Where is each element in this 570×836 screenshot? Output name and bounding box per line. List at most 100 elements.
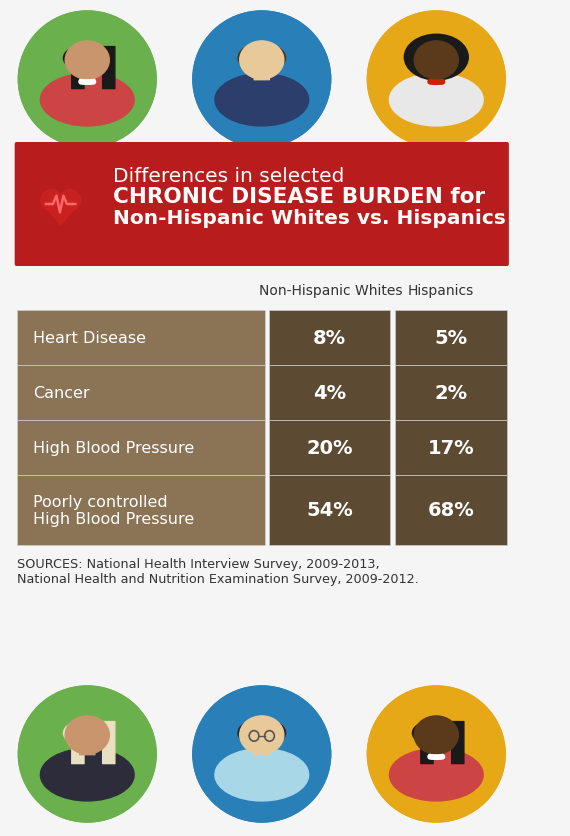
Ellipse shape [60,191,80,212]
Ellipse shape [18,12,156,148]
Ellipse shape [368,686,505,822]
FancyBboxPatch shape [72,48,84,89]
Text: 2%: 2% [434,384,467,402]
FancyBboxPatch shape [254,73,270,80]
Circle shape [428,80,432,84]
Text: 8%: 8% [313,329,347,348]
Ellipse shape [215,74,308,127]
FancyBboxPatch shape [80,73,95,80]
Text: Poorly controlled
High Blood Pressure: Poorly controlled High Blood Pressure [33,494,194,527]
FancyBboxPatch shape [429,73,444,80]
Text: 54%: 54% [306,501,353,520]
Ellipse shape [239,720,285,742]
Ellipse shape [193,12,331,148]
Circle shape [81,80,85,85]
Text: CHRONIC DISEASE BURDEN for: CHRONIC DISEASE BURDEN for [113,186,485,206]
Ellipse shape [193,686,331,822]
Ellipse shape [65,42,109,80]
FancyBboxPatch shape [269,421,390,476]
Text: Heart Disease: Heart Disease [33,330,146,345]
Text: Non-Hispanic Whites vs. Hispanics: Non-Hispanic Whites vs. Hispanics [113,208,506,227]
Circle shape [87,81,92,85]
Text: 4%: 4% [313,384,347,402]
Ellipse shape [240,716,284,754]
Ellipse shape [40,74,134,127]
FancyBboxPatch shape [395,311,507,365]
Ellipse shape [389,74,483,127]
Circle shape [91,80,96,84]
Ellipse shape [413,720,460,747]
Text: 20%: 20% [307,438,353,457]
Circle shape [441,755,445,759]
Ellipse shape [240,42,284,80]
Circle shape [437,81,441,85]
FancyBboxPatch shape [72,721,84,763]
FancyBboxPatch shape [269,311,390,365]
Ellipse shape [389,749,483,801]
Text: Cancer: Cancer [33,385,89,400]
Ellipse shape [414,42,458,80]
Circle shape [432,81,436,85]
Circle shape [428,755,432,759]
Circle shape [432,755,436,759]
FancyBboxPatch shape [429,747,444,755]
Circle shape [430,80,434,85]
FancyBboxPatch shape [17,311,264,365]
Text: Hispanics: Hispanics [408,283,474,298]
Text: Differences in selected: Differences in selected [113,166,344,186]
Text: Non-Hispanic Whites: Non-Hispanic Whites [259,283,402,298]
Circle shape [83,81,87,85]
Circle shape [79,80,83,84]
FancyBboxPatch shape [17,365,264,421]
FancyBboxPatch shape [451,721,464,763]
Ellipse shape [40,749,134,801]
Ellipse shape [193,12,331,148]
Ellipse shape [368,12,505,148]
Ellipse shape [238,46,286,72]
FancyBboxPatch shape [17,476,264,545]
Ellipse shape [413,46,460,72]
Circle shape [430,755,434,759]
Ellipse shape [414,716,458,754]
Text: 17%: 17% [428,438,474,457]
Ellipse shape [18,686,156,822]
FancyBboxPatch shape [103,721,115,763]
Circle shape [438,755,443,759]
FancyBboxPatch shape [254,747,270,755]
FancyBboxPatch shape [395,365,507,421]
Text: SOURCES: National Health Interview Survey, 2009-2013,
National Health and Nutrit: SOURCES: National Health Interview Surve… [17,558,418,585]
FancyBboxPatch shape [269,476,390,545]
Ellipse shape [404,35,469,81]
Ellipse shape [368,12,505,148]
Ellipse shape [40,191,62,212]
FancyBboxPatch shape [269,365,390,421]
Text: 68%: 68% [428,501,474,520]
Text: 5%: 5% [434,329,467,348]
FancyBboxPatch shape [15,143,509,267]
Circle shape [434,81,438,85]
FancyBboxPatch shape [395,421,507,476]
Circle shape [434,755,438,759]
Ellipse shape [238,720,286,747]
FancyBboxPatch shape [17,421,264,476]
Ellipse shape [18,686,156,822]
Ellipse shape [63,46,111,72]
FancyBboxPatch shape [421,721,433,763]
Ellipse shape [215,749,308,801]
Ellipse shape [65,716,109,754]
FancyBboxPatch shape [103,48,115,89]
Ellipse shape [193,686,331,822]
Circle shape [437,755,441,759]
Circle shape [438,80,443,85]
Ellipse shape [63,720,111,747]
Circle shape [85,81,89,85]
FancyBboxPatch shape [80,747,95,755]
Polygon shape [42,203,80,226]
Ellipse shape [18,12,156,148]
Ellipse shape [368,686,505,822]
Text: High Blood Pressure: High Blood Pressure [33,441,194,456]
Ellipse shape [239,44,285,69]
Circle shape [89,80,93,85]
Circle shape [441,80,445,84]
FancyBboxPatch shape [395,476,507,545]
